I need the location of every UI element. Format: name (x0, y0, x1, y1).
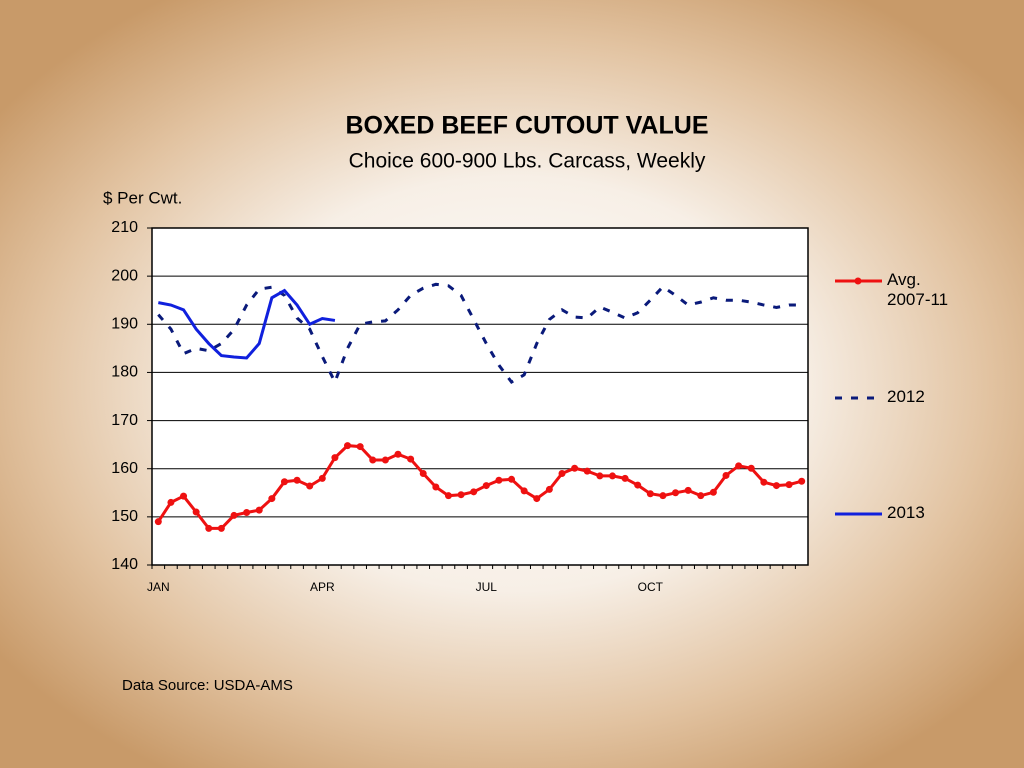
data-point (735, 462, 743, 470)
data-point (709, 488, 717, 496)
y-tick-label: 170 (111, 412, 138, 429)
data-point (596, 472, 604, 480)
chart-title: BOXED BEEF CUTOUT VALUE (346, 112, 709, 140)
y-tick-label: 150 (111, 508, 138, 525)
y-axis-label: $ Per Cwt. (103, 188, 182, 207)
data-point (268, 495, 276, 503)
data-point (154, 518, 162, 526)
data-point (760, 478, 768, 486)
data-point (785, 481, 793, 489)
data-point (608, 472, 616, 480)
data-point (230, 511, 238, 519)
data-point (533, 495, 541, 503)
data-point (583, 467, 591, 475)
data-point (318, 474, 326, 482)
data-point (407, 455, 415, 463)
data-point (306, 482, 314, 490)
data-point (697, 492, 705, 500)
legend-marker (854, 277, 862, 285)
data-point (747, 464, 755, 472)
data-point (394, 450, 402, 458)
data-point (659, 492, 667, 500)
data-point (331, 454, 339, 462)
data-point (255, 506, 263, 514)
x-tick-label: JUL (476, 580, 498, 594)
y-tick-label: 160 (111, 460, 138, 477)
x-tick-label: APR (310, 580, 335, 594)
data-point (621, 474, 629, 482)
data-point (419, 470, 427, 478)
data-point (444, 492, 452, 500)
data-point (192, 508, 200, 516)
data-point (167, 498, 175, 506)
y-tick-label: 190 (111, 316, 138, 333)
data-point (772, 482, 780, 490)
data-point (684, 486, 692, 494)
data-point (558, 470, 566, 478)
data-point (646, 490, 654, 498)
data-point (798, 477, 806, 485)
plot-area (151, 227, 809, 566)
data-point (571, 464, 579, 472)
x-tick-label: JAN (147, 580, 170, 594)
data-point (495, 476, 503, 484)
data-point (545, 485, 553, 493)
data-point (381, 456, 389, 464)
series-line (157, 282, 802, 386)
chart-subtitle: Choice 600-900 Lbs. Carcass, Weekly (349, 150, 706, 173)
data-point (344, 442, 352, 450)
data-point (293, 476, 301, 484)
data-point (672, 489, 680, 497)
legend-label: 2012 (887, 387, 925, 406)
data-point (205, 524, 213, 532)
data-point (280, 478, 288, 486)
x-tick-label: OCT (638, 580, 664, 594)
legend-label: 2013 (887, 503, 925, 522)
data-point (520, 487, 528, 495)
data-point (217, 524, 225, 532)
data-point (180, 492, 188, 500)
legend-label: Avg. 2007-11 (887, 270, 949, 309)
data-point (722, 471, 730, 479)
series-line (157, 444, 803, 530)
y-tick-label: 140 (111, 556, 138, 573)
data-point (432, 483, 440, 491)
data-point (508, 475, 516, 483)
data-point (470, 488, 478, 496)
data-point (356, 443, 364, 451)
y-tick-label: 180 (111, 364, 138, 381)
data-point (634, 481, 642, 489)
data-point (482, 482, 490, 490)
data-point (369, 456, 377, 464)
y-tick-label: 200 (111, 267, 138, 284)
series-line (158, 288, 336, 360)
data-point (243, 509, 251, 517)
source-note: Data Source: USDA-AMS (122, 677, 293, 694)
data-point (457, 491, 465, 499)
y-tick-label: 210 (111, 219, 138, 236)
